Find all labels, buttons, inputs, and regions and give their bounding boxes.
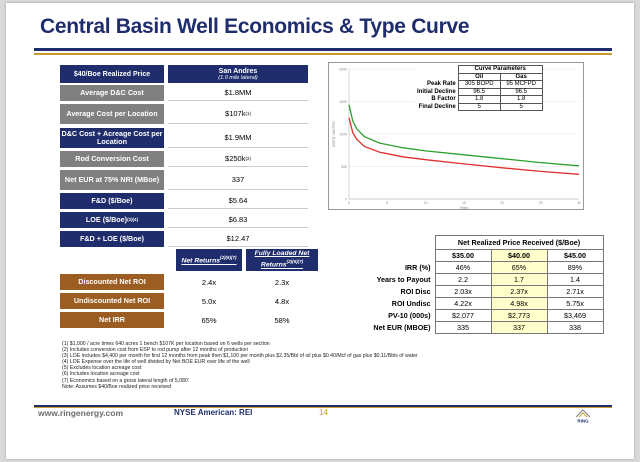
ticker-label: NYSE American: REI bbox=[174, 408, 253, 417]
x-tick-label: 25 bbox=[539, 201, 543, 205]
table-row: ROI Undisc 4.22x 4.98x 5.75x bbox=[365, 297, 604, 310]
y-tick-label: 2000 bbox=[339, 68, 347, 72]
footnote: (4) LOE Expense over the life of well di… bbox=[62, 359, 250, 366]
left-row-value: $1.9MM bbox=[168, 128, 308, 148]
footnote: (7) Economics based on a gross lateral l… bbox=[62, 377, 189, 384]
footnote: (3) LOE includes $4,400 per month for fi… bbox=[62, 353, 418, 360]
returns-row-label: Undiscounted Net ROI bbox=[60, 293, 164, 309]
x-tick-label: 30 bbox=[577, 201, 581, 205]
svg-text:RING: RING bbox=[577, 419, 589, 424]
x-tick-label: 10 bbox=[424, 201, 428, 205]
left-row-value: $5.64 bbox=[168, 193, 308, 209]
y-tick-label: 1000 bbox=[339, 133, 347, 137]
x-tick-label: 0 bbox=[348, 201, 350, 205]
returns-row-label: Net IRR bbox=[60, 312, 164, 328]
left-row-label: F&D + LOE ($/Boe) bbox=[60, 231, 164, 247]
price-table-title: Net Realized Price Received ($/Boe) bbox=[434, 235, 604, 250]
footnote: (6) Includes location acreage cost bbox=[62, 371, 140, 378]
curve-parameters-title: Curve Parameters bbox=[457, 65, 543, 74]
footer-accent-rule bbox=[34, 407, 612, 408]
net-realized-price-table: Net Realized Price Received ($/Boe) $35.… bbox=[365, 235, 604, 334]
title-bar bbox=[34, 11, 612, 51]
website-link[interactable]: www.ringenergy.com bbox=[38, 408, 124, 418]
table-row: Years to Payout 2.2 1.7 1.4 bbox=[365, 273, 604, 286]
oil-curve-line bbox=[348, 104, 580, 167]
returns-row-label: Discounted Net ROI bbox=[60, 274, 164, 290]
left-row-value: $6.83 bbox=[168, 212, 308, 228]
x-axis-label: Years bbox=[460, 206, 469, 210]
left-row-label: Net EUR at 75% NRI (MBoe) bbox=[60, 170, 164, 190]
fully-loaded-value: 58% bbox=[274, 315, 290, 325]
title-accent-line bbox=[34, 53, 612, 55]
curve-col-oil: Oil bbox=[457, 72, 501, 81]
y-tick-label: 1500 bbox=[339, 100, 347, 104]
left-row-label: F&D ($/Boe) bbox=[60, 193, 164, 209]
net-returns-header: Net Returns(2)(5)(7) bbox=[176, 249, 242, 271]
gas-curve-line bbox=[348, 117, 580, 175]
fully-loaded-returns-header: Fully Loaded Net Returns(2)(6)(7) bbox=[246, 249, 318, 271]
table-row: Net EUR (MBOE) 335 337 338 bbox=[365, 321, 604, 334]
footnote: (1) $1,000 / acre times 640 acres 1 benc… bbox=[62, 341, 270, 347]
left-row-value: $250k (2) bbox=[168, 151, 308, 167]
left-row-label: D&C Cost + Acreage Cost per Location bbox=[60, 128, 164, 148]
net-returns-value: 5.0x bbox=[201, 296, 217, 306]
footer-rule bbox=[34, 405, 612, 407]
left-row-value: 337 bbox=[168, 170, 308, 190]
left-row-label: Rod Conversion Cost bbox=[60, 151, 164, 167]
price-col: $45.00 bbox=[546, 249, 604, 262]
table-row: IRR (%) 46% 65% 89% bbox=[365, 261, 604, 274]
x-tick-label: 15 bbox=[462, 201, 466, 205]
left-table-header-value: San Andres (1.0 mile lateral) bbox=[168, 65, 308, 83]
fully-loaded-value: 2.3x bbox=[274, 277, 290, 287]
y-tick-label: 500 bbox=[341, 165, 347, 169]
x-tick-label: 5 bbox=[386, 201, 388, 205]
curve-row: Final Decline 5 5 bbox=[415, 102, 543, 111]
page-title: Central Basin Well Economics & Type Curv… bbox=[40, 15, 470, 38]
slide: Central Basin Well Economics & Type Curv… bbox=[6, 3, 634, 459]
fully-loaded-value: 4.8x bbox=[274, 296, 290, 306]
left-row-label: Average Cost per Location bbox=[60, 104, 164, 124]
footnote: (2) Includes conversion cost from ESP to… bbox=[62, 347, 249, 354]
price-col: $35.00 bbox=[434, 249, 492, 262]
left-row-value: $1.8MM bbox=[168, 85, 308, 101]
curve-parameters-table: Curve Parameters Oil Gas Peak Rate 305 B… bbox=[415, 65, 543, 111]
footnotes: (1) $1,000 / acre times 640 acres 1 benc… bbox=[62, 341, 418, 390]
ring-logo: RING bbox=[575, 409, 591, 424]
price-col: $40.00 bbox=[490, 249, 548, 262]
footnote: (5) Excludes location acreage cost bbox=[62, 365, 142, 372]
left-row-value: $107k (1) bbox=[168, 104, 308, 124]
left-row-label: LOE ($/Boe) (3)(4) bbox=[60, 212, 164, 228]
net-returns-value: 2.4x bbox=[201, 277, 217, 287]
left-table-header-label: $40/Boe Realized Price bbox=[60, 65, 164, 83]
page-number: 14 bbox=[319, 408, 328, 417]
curve-row: Peak Rate 305 BOPD 95 MCFPD bbox=[415, 80, 543, 89]
x-tick-label: 20 bbox=[500, 201, 504, 205]
y-tick-label: 0 bbox=[345, 198, 347, 202]
table-row: PV-10 (000s) $2,077 $2,773 $3,469 bbox=[365, 309, 604, 322]
left-row-label: Average D&C Cost bbox=[60, 85, 164, 101]
curve-row: Initial Decline 96.5 96.5 bbox=[415, 87, 543, 96]
y-axis-label: BOPD / MCFPD bbox=[332, 121, 336, 147]
footnote: Note: Assumes $40/Boe realized price rec… bbox=[62, 383, 171, 390]
net-returns-value: 65% bbox=[201, 315, 217, 325]
table-row: ROI Disc 2.03x 2.37x 2.71x bbox=[365, 285, 604, 298]
curve-col-gas: Gas bbox=[499, 72, 543, 81]
left-row-value: $12.47 bbox=[168, 231, 308, 247]
curve-row: B Factor 1.8 1.8 bbox=[415, 95, 543, 104]
